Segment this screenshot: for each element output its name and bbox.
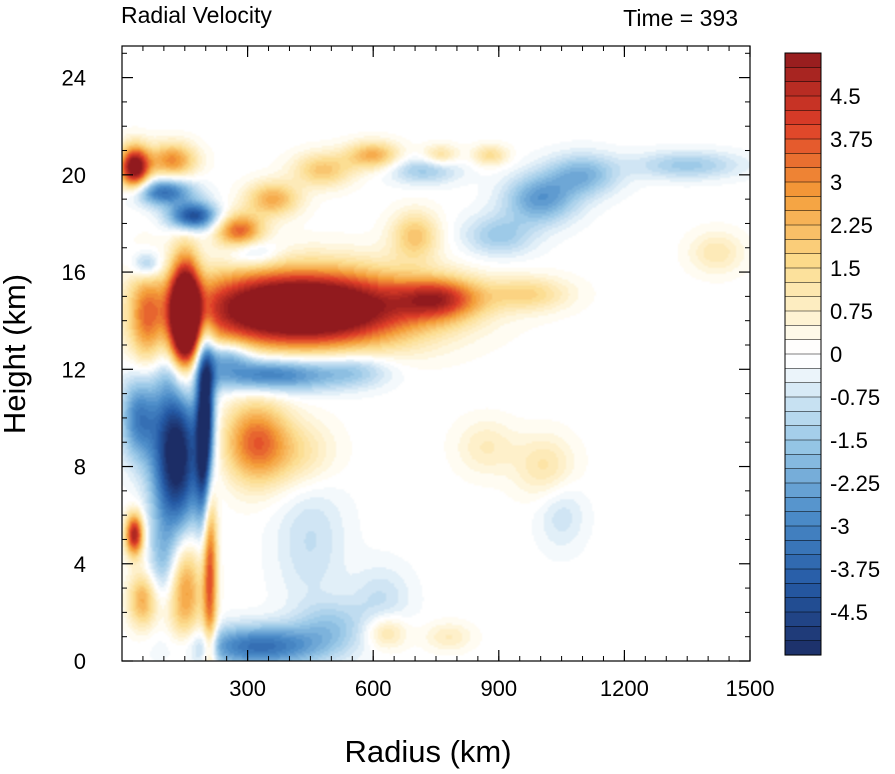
colorbar-box [784,583,822,599]
y-tick-label: 8 [74,455,86,480]
y-tick-label: 16 [62,260,86,285]
colorbar-box [784,325,822,341]
colorbar [784,52,822,656]
colorbar-box [784,196,822,212]
colorbar-box [784,110,822,126]
colorbar-box [784,353,822,369]
colorbar-box [784,296,822,312]
y-tick-label: 20 [62,163,86,188]
colorbar-box [784,267,822,283]
y-tick-label: 12 [62,357,86,382]
chart-title: Radial Velocity [121,2,272,28]
colorbar-box [784,396,822,412]
colorbar-label: 1.5 [830,256,861,281]
colorbar-box [784,224,822,240]
x-tick-label: 1500 [726,676,775,701]
colorbar-box [784,167,822,183]
colorbar-box [784,525,822,541]
x-axis: 300 600 900 1200 1500 [142,46,775,701]
colorbar-box [784,511,822,527]
colorbar-box [784,339,822,355]
colorbar-box [784,239,822,255]
y-tick-label: 0 [74,649,86,674]
colorbar-label: -1.5 [830,428,868,453]
colorbar-box [784,597,822,613]
colorbar-box [784,368,822,384]
colorbar-label: -3.75 [830,557,880,582]
colorbar-box [784,67,822,83]
colorbar-box [784,382,822,398]
colorbar-label: 0.75 [830,299,873,324]
colorbar-box [784,138,822,154]
colorbar-box [784,611,822,627]
colorbar-box [784,253,822,269]
x-axis-label: Radius (km) [344,734,511,769]
colorbar-label: -0.75 [830,385,880,410]
colorbar-box [784,497,822,513]
colorbar-label: -3 [830,514,850,539]
colorbar-box [784,124,822,140]
y-tick-label: 4 [74,552,86,577]
colorbar-label: 4.5 [830,84,861,109]
colorbar-box [784,568,822,584]
y-axis: 0 4 8 12 16 20 24 [62,52,750,674]
x-tick-label: 900 [480,676,517,701]
colorbar-label: -4.5 [830,600,868,625]
y-axis-label: Height (km) [0,274,32,434]
x-tick-label: 600 [355,676,392,701]
colorbar-box [784,554,822,570]
colorbar-box [784,310,822,326]
colorbar-box [784,425,822,441]
colorbar-box [784,540,822,556]
colorbar-box [784,454,822,470]
colorbar-label: 2.25 [830,213,873,238]
colorbar-box [784,181,822,197]
colorbar-box [784,95,822,111]
colorbar-box [784,81,822,97]
colorbar-box [784,282,822,298]
colorbar-box [784,411,822,427]
colorbar-box [784,52,822,68]
x-tick-label: 300 [229,676,266,701]
colorbar-label: 3.75 [830,127,873,152]
colorbar-box [784,210,822,226]
colorbar-box [784,153,822,169]
colorbar-labels: 4.5 3.75 3 2.25 1.5 0.75 0 -0.75 -1.5 -2.25 -3 -3.7… [830,84,880,625]
x-tick-label: 1200 [600,676,649,701]
heatmap-area [122,46,750,661]
colorbar-box [784,468,822,484]
colorbar-label: -2.25 [830,471,880,496]
y-tick-label: 24 [62,66,86,91]
colorbar-box [784,640,822,656]
colorbar-box [784,626,822,642]
colorbar-label: 0 [830,342,842,367]
colorbar-frame [784,52,822,656]
colorbar-box [784,439,822,455]
heatmap-image [122,46,750,661]
colorbar-label: 3 [830,170,842,195]
colorbar-box [784,482,822,498]
chart-subtitle: Time = 393 [623,5,738,31]
